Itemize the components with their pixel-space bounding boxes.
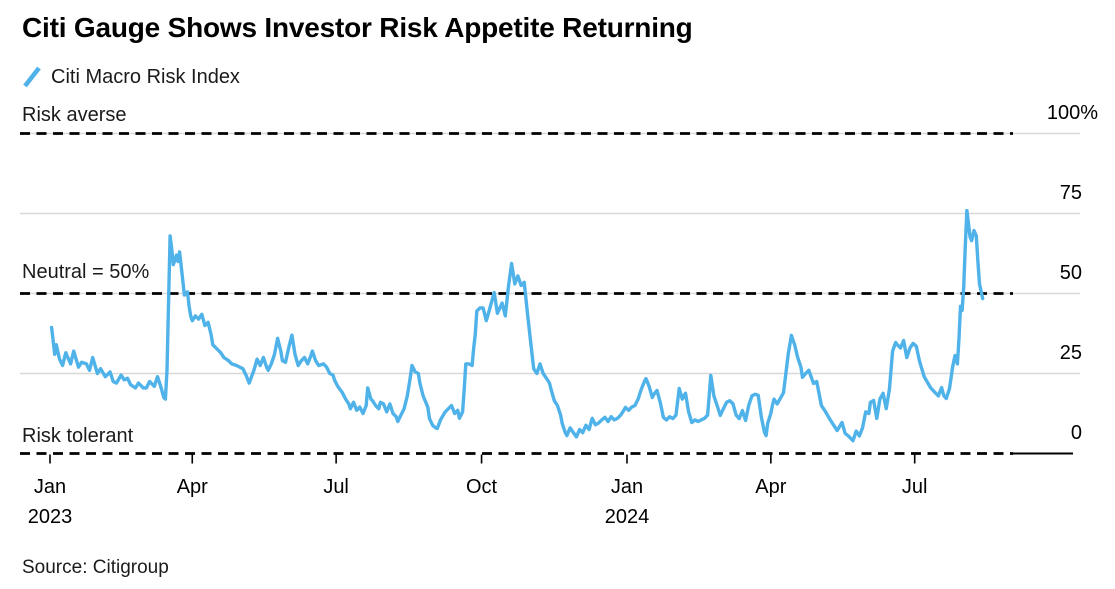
line-series-slash-icon (23, 66, 41, 88)
x-axis-label-Oct: Oct (465, 476, 498, 498)
x-axis-label-Jan2024: Jan (610, 476, 644, 498)
y-axis-label-50: 50 (1059, 262, 1082, 284)
risk-tolerant-label: Risk tolerant (22, 425, 134, 447)
y-axis-label-25: 25 (1059, 342, 1082, 364)
neutral-label: Neutral = 50% (22, 261, 150, 283)
risk-averse-label: Risk averse (22, 104, 127, 126)
legend: Citi Macro Risk Index (22, 64, 240, 90)
page-title: Citi Gauge Shows Investor Risk Appetite … (22, 12, 693, 43)
x-axis-label-Apr: Apr (755, 476, 787, 498)
y-axis-label-0: 0 (1070, 422, 1082, 444)
legend-series-label: Citi Macro Risk Index (51, 65, 240, 88)
x-axis-year-2024: 2024 (604, 506, 650, 528)
source-credit: Source: Citigroup (22, 557, 169, 578)
x-axis-label-Jul: Jul (901, 476, 928, 498)
x-axis-label-Jan2023: Jan (33, 476, 67, 498)
x-axis-label-Jul: Jul (323, 476, 349, 498)
x-axis-year-2023: 2023 (27, 506, 73, 528)
y-axis-label-75: 75 (1059, 182, 1082, 204)
y-axis-label-100: 100% (1046, 102, 1098, 124)
risk-index-line (49, 208, 985, 443)
x-axis-label-Apr: Apr (176, 476, 208, 498)
